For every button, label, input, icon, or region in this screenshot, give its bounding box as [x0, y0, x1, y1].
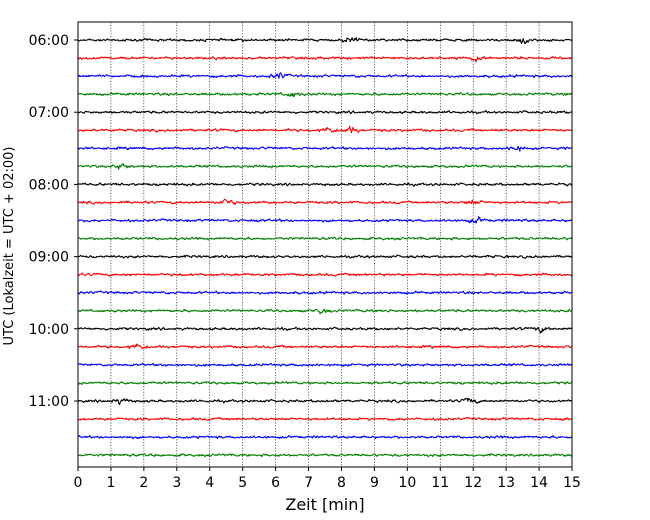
x-tick-label: 9 [370, 475, 379, 491]
x-tick-label: 7 [304, 475, 313, 491]
x-tick-label: 14 [530, 475, 548, 491]
x-axis-title: Zeit [min] [285, 495, 364, 514]
trace-line [77, 182, 573, 187]
trace-line [77, 37, 573, 45]
trace-line [77, 435, 573, 440]
y-axis-title: UTC (Lokalzeit = UTC + 02:00) [2, 147, 17, 346]
x-tick-label: 11 [431, 475, 449, 491]
trace-line [77, 162, 573, 170]
trace-line [77, 91, 573, 98]
trace-line [77, 254, 573, 259]
trace-line [77, 453, 573, 458]
trace-line [77, 109, 573, 115]
trace-line [77, 343, 573, 350]
y-tick-label: 09:00 [29, 250, 69, 266]
trace-line [77, 198, 573, 205]
y-tick-label: 07:00 [29, 105, 69, 121]
x-tick-label: 8 [337, 475, 346, 491]
trace-line [77, 236, 573, 241]
trace-line [77, 125, 573, 134]
y-tick-label: 08:00 [29, 177, 69, 193]
trace-line [77, 362, 573, 367]
x-tick-label: 3 [172, 475, 181, 491]
x-tick-label: 5 [238, 475, 247, 491]
trace-line [77, 145, 573, 152]
trace-line [77, 326, 573, 334]
trace-line [77, 308, 573, 315]
trace-line [77, 397, 573, 405]
x-tick-label: 4 [205, 475, 214, 491]
trace-line [77, 272, 573, 277]
x-tick-label: 6 [271, 475, 280, 491]
y-tick-label: 11:00 [29, 394, 69, 410]
trace-line [77, 72, 573, 79]
trace-line [77, 56, 573, 63]
x-tick-label: 1 [106, 475, 115, 491]
trace-line [77, 380, 573, 386]
trace-line [77, 216, 573, 224]
trace-line [77, 290, 573, 295]
x-tick-label: 0 [74, 475, 83, 491]
x-tick-label: 10 [398, 475, 416, 491]
x-tick-label: 15 [563, 475, 581, 491]
x-tick-label: 13 [497, 475, 515, 491]
x-tick-label: 2 [139, 475, 148, 491]
plot-area-frame [77, 21, 573, 468]
x-axis-ticks: 0 1 2 3 4 5 6 7 8 9 10 11 12 13 14 15 [74, 467, 581, 491]
y-axis-ticks: 06:00 07:00 08:00 09:00 10:00 11:00 [29, 33, 78, 410]
y-tick-label: 06:00 [29, 33, 69, 49]
y-tick-label: 10:00 [29, 322, 69, 338]
x-tick-label: 12 [464, 475, 482, 491]
seismogram-traces [77, 37, 573, 458]
trace-line [77, 416, 573, 422]
